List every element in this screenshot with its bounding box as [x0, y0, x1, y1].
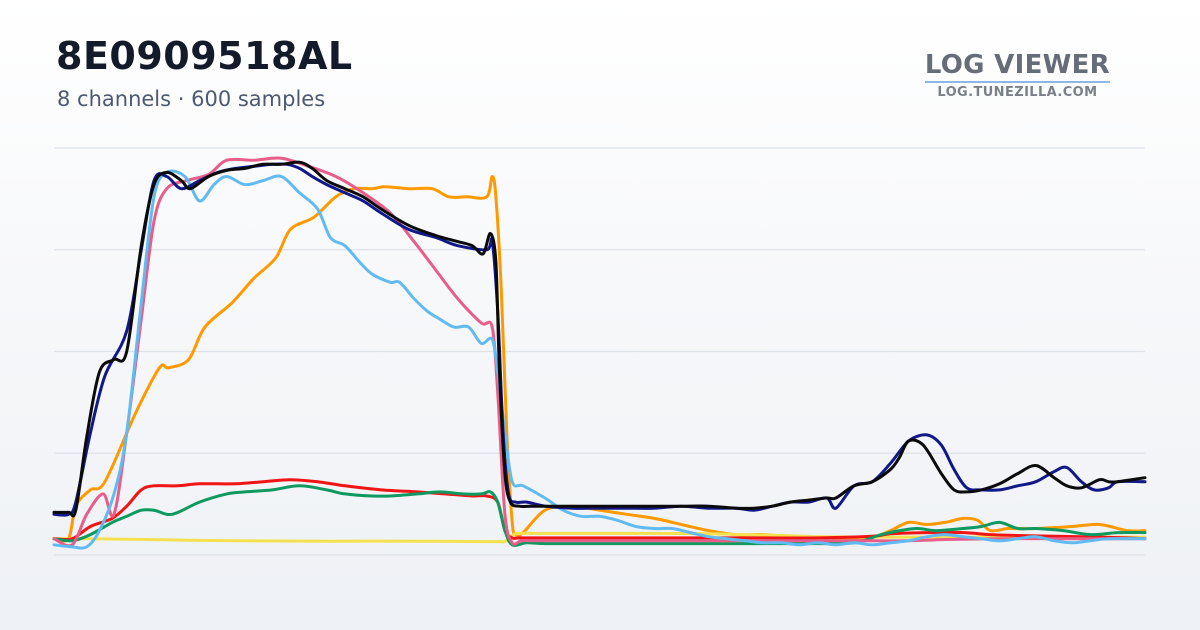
- series-line-5: [52, 156, 1147, 548]
- series-line-7: [52, 162, 1147, 517]
- brand-name: LOG VIEWER: [924, 50, 1110, 80]
- series-line-1: [52, 175, 1147, 543]
- series-line-8: [52, 160, 1147, 518]
- page-title: 8E0909518AL: [56, 34, 353, 78]
- brand-url: LOG.TUNEZILLA.COM: [937, 85, 1098, 100]
- series-line-2: [52, 531, 1147, 544]
- series-line-6: [52, 169, 1147, 550]
- brand-logo: LOG VIEWER LOG.TUNEZILLA.COM: [924, 50, 1110, 100]
- page-subtitle: 8 channels · 600 samples: [57, 87, 326, 111]
- chart-grid: [54, 147, 1145, 556]
- chart-series: [52, 156, 1147, 550]
- brand-underline: [924, 81, 1110, 83]
- series-line-4: [52, 484, 1147, 547]
